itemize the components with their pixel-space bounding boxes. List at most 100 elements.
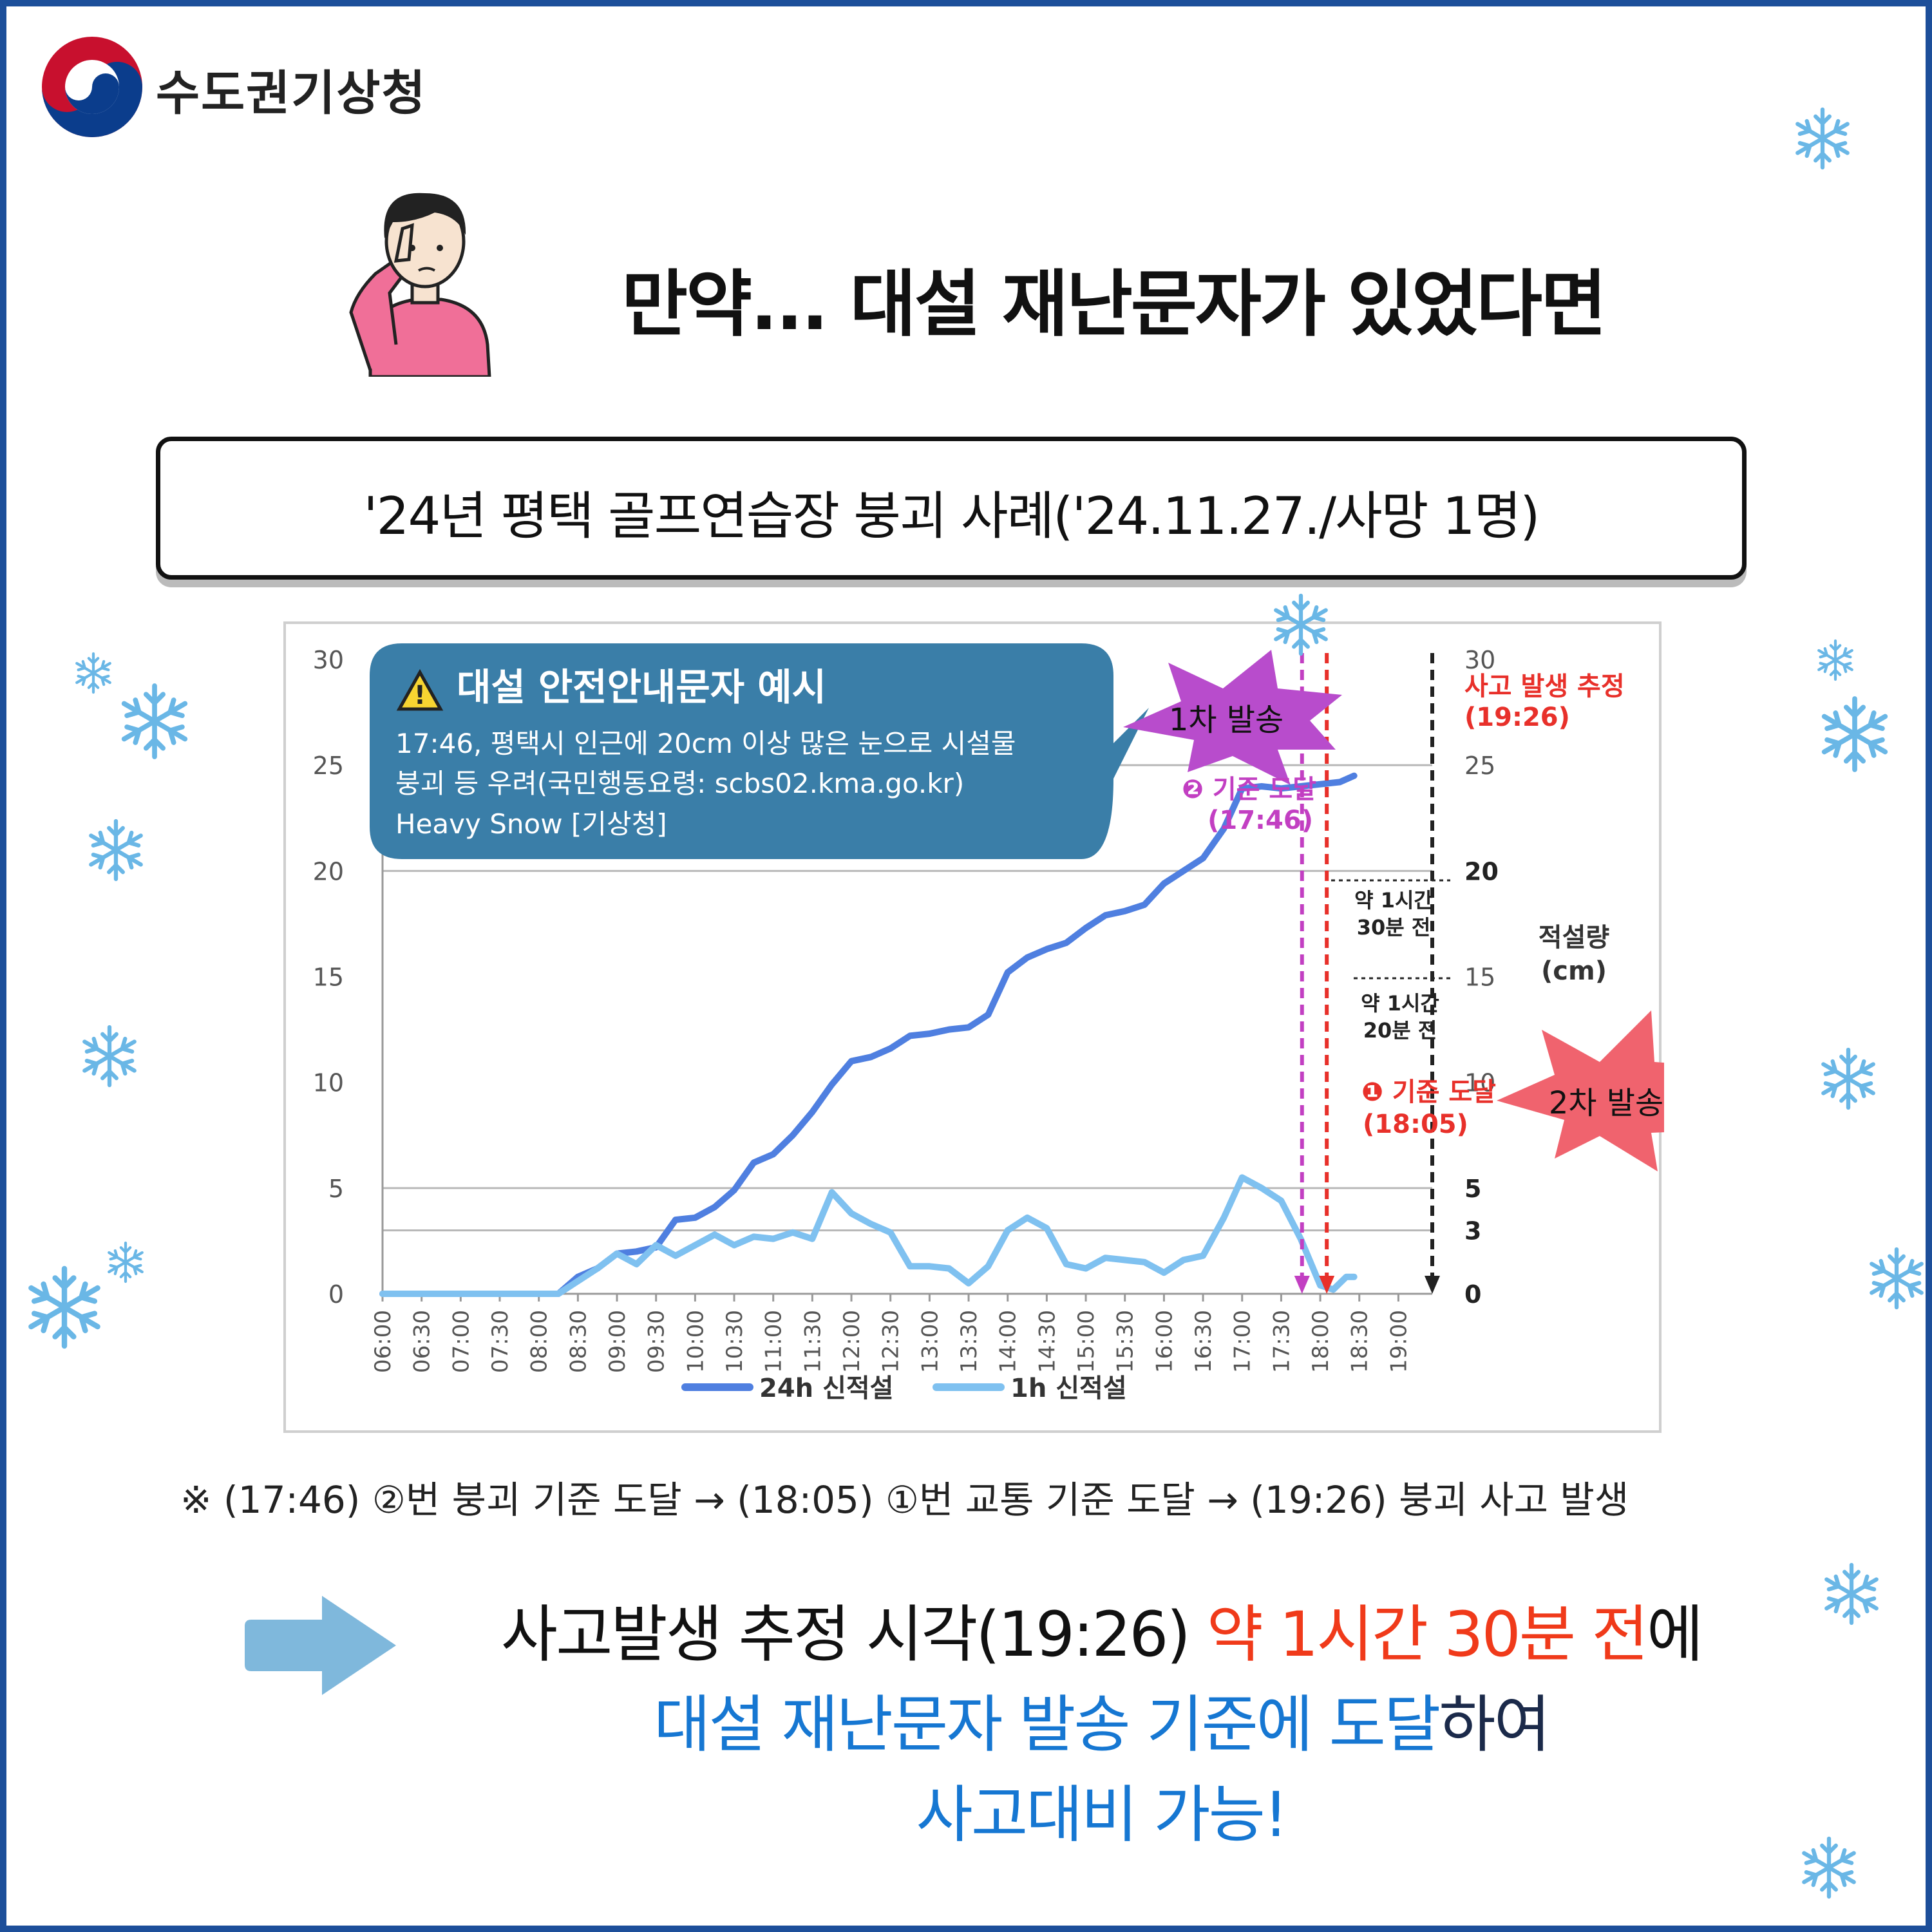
left-tick-label: 25 (313, 752, 344, 780)
snowflake-icon (91, 821, 140, 879)
first-send-label: 1차 발송 (1169, 702, 1283, 738)
marker-arrowhead (1294, 1276, 1310, 1294)
accident-time: (19:26) (1464, 703, 1570, 732)
warning-icon (396, 668, 444, 711)
right-tick-label: 30 (1464, 646, 1495, 674)
snowflake-icon (1804, 1839, 1853, 1897)
message-highlight: 약 1시간 30분 전 (1206, 1598, 1648, 1671)
right-tick-label: 20 (1464, 857, 1499, 886)
series-24h-line (379, 772, 1358, 1297)
x-tick-label: 12:30 (878, 1310, 904, 1373)
x-tick-label: 17:00 (1230, 1310, 1256, 1373)
markers-layer (1294, 653, 1440, 1294)
headline: 만약... 대설 재난문자가 있었다면 (621, 263, 1607, 346)
case-title-box: '24년 평택 골프연습장 붕괴 사례('24.11.27./사망 1명) (156, 437, 1747, 580)
x-tick-label: 14:00 (996, 1310, 1021, 1373)
left-tick-label: 15 (313, 963, 344, 992)
legend-label: 24h 신적설 (759, 1374, 893, 1403)
x-tick-label: 13:00 (917, 1310, 943, 1373)
x-tick-label: 08:30 (565, 1310, 591, 1373)
first-send-burst: 1차 발송 (1123, 650, 1342, 785)
alert-line-1: 17:46, 평택시 인근에 20cm 이상 많은 눈으로 시설물 (395, 728, 1016, 759)
accident-title: 사고 발생 추정 (1464, 672, 1625, 701)
gap2-line2: 20분 전 (1363, 1018, 1437, 1043)
x-tick-label: 15:00 (1074, 1310, 1099, 1373)
government-logo-icon (42, 37, 142, 137)
snowflake-icon (1797, 109, 1847, 167)
x-tick-label: 08:00 (527, 1310, 553, 1373)
ticks-layer: 0 5 10 15 20 25 30 0 3 5 10 15 20 25 30 06:00 06:30 07:00… (313, 646, 1499, 1373)
message-line-1-c: 에 (1646, 1598, 1703, 1671)
alert-line-2: 붕괴 등 우려(국민행동요령: scbs02.kma.go.kr) (395, 768, 964, 799)
left-tick-label: 10 (313, 1069, 344, 1097)
x-tick-label: 16:00 (1151, 1310, 1177, 1373)
snowflake-icon (1819, 641, 1852, 679)
right-tick-label: 3 (1464, 1217, 1481, 1245)
x-tick-label: 06:30 (410, 1310, 435, 1373)
brand-name: 수도권기상청 (156, 66, 427, 121)
right-tick-label: 25 (1464, 752, 1495, 780)
chart-canvas: 0 5 10 15 20 25 30 0 3 5 10 15 20 25 30 06:00 06:30 07:00… (313, 643, 1664, 1403)
x-tick-label: 13:30 (956, 1310, 982, 1373)
right-arrow-icon (245, 1596, 396, 1695)
snowflake-icon (77, 654, 110, 692)
timeline-note: ※ (17:46) ②번 붕괴 기준 도달 → (18:05) ①번 교통 기준… (180, 1478, 1629, 1522)
case-title: '24년 평택 골프연습장 붕괴 사례('24.11.27./사망 1명) (363, 486, 1540, 546)
gap2-line1: 약 1시간 (1361, 991, 1439, 1016)
snowfall-chart: 0 5 10 15 20 25 30 0 3 5 10 15 20 25 30 06:00 06:30 07:00… (283, 621, 1664, 1433)
snowflake-icon (31, 1269, 97, 1346)
x-tick-label: 07:30 (488, 1310, 513, 1373)
second-send-burst: 2차 발송 (1497, 1010, 1664, 1171)
thinking-person-illustration (349, 193, 491, 377)
right-tick-label: 15 (1464, 963, 1495, 992)
marker-arrowhead (1425, 1276, 1440, 1294)
message-line-2-a: 대설 재난문자 발송 기준에 도달 (654, 1689, 1441, 1761)
x-tick-label: 18:30 (1347, 1310, 1373, 1373)
legend-label: 1h 신적설 (1010, 1374, 1127, 1403)
snowflake-icon (109, 1243, 142, 1282)
x-tick-label: 11:00 (761, 1310, 787, 1373)
snowflake-icon (1823, 1050, 1873, 1108)
x-tick-label: 11:30 (800, 1310, 826, 1373)
right-tick-label: 10 (1464, 1069, 1495, 1097)
snowflake-icon (124, 686, 185, 757)
snowflake-icon (84, 1027, 134, 1085)
alert-title: 대설 안전안내문자 예시 (457, 665, 826, 709)
right-tick-label: 5 (1464, 1175, 1481, 1203)
gap1-line2: 30분 전 (1357, 915, 1431, 940)
x-tick-label: 09:00 (605, 1310, 630, 1373)
right-axis-label-1: 적설량 (1539, 923, 1610, 952)
snowflake-icon (1871, 1249, 1921, 1307)
x-tick-label: 06:00 (370, 1310, 396, 1373)
x-tick-label: 19:00 (1386, 1310, 1412, 1373)
x-tick-label: 14:30 (1034, 1310, 1060, 1373)
x-tick-label: 09:30 (644, 1310, 670, 1373)
legend-layer: 24h 신적설 1h 신적설 (681, 1374, 1127, 1403)
reach1-title: ❶ 기준 도달 (1361, 1077, 1496, 1107)
left-tick-label: 0 (328, 1280, 344, 1309)
series-1h-line (379, 1174, 1358, 1297)
reach2-time: (17:46) (1208, 806, 1313, 835)
snowflake-icon (1824, 699, 1886, 770)
left-tick-label: 30 (313, 646, 344, 674)
series-layer (379, 772, 1358, 1297)
message-line-1: 사고발생 추정 시각(19:26) 약 1시간 30분 전에 (457, 1584, 1745, 1674)
snowflake-icon (1826, 1565, 1876, 1623)
alert-bubble: ! 대설 안전안내문자 예시 17:46, 평택시 인근에 20cm 이상 많은… (370, 643, 1149, 859)
marker-arrowhead (1319, 1276, 1335, 1294)
message-line-2: 대설 재난문자 발송 기준에 도달하여 (457, 1674, 1745, 1764)
message-line-2-b: 하여 (1439, 1689, 1551, 1761)
x-tick-label: 15:30 (1113, 1310, 1139, 1373)
x-tick-label: 10:30 (722, 1310, 748, 1373)
left-tick-label: 20 (313, 857, 344, 886)
x-tick-label: 10:00 (683, 1310, 708, 1373)
x-tick-label: 17:30 (1269, 1310, 1294, 1373)
message-line-1-a: 사고발생 추정 시각(19:26) (500, 1598, 1207, 1671)
x-tick-label: 07:00 (448, 1310, 474, 1373)
x-tick-label: 12:00 (839, 1310, 865, 1373)
right-axis-label-2: (cm) (1541, 956, 1607, 986)
gap-arrows (1331, 879, 1450, 980)
alert-line-3: Heavy Snow [기상청] (395, 808, 667, 840)
message-line-3: 사고대비 가능! (916, 1779, 1289, 1851)
